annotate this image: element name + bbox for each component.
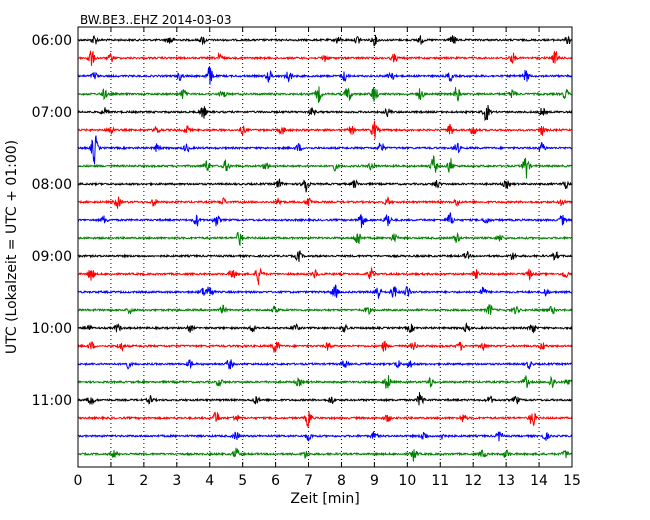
seismic-trace — [77, 212, 573, 229]
y-axis-label: UTC (Lokalzeit = UTC + 01:00) — [4, 140, 20, 354]
x-tick-label: 9 — [370, 473, 379, 489]
seismic-trace — [77, 392, 573, 406]
seismic-trace — [77, 135, 573, 165]
chart-title: BW.BE3..EHZ 2014-03-03 — [80, 13, 232, 27]
seismic-trace — [77, 105, 573, 122]
seismic-trace — [77, 66, 573, 85]
seismic-trace — [77, 447, 573, 462]
y-tick-label: 10:00 — [32, 321, 72, 337]
seismic-trace — [77, 86, 573, 103]
x-axis-label: Zeit [min] — [290, 491, 359, 507]
y-tick-label: 07:00 — [32, 105, 72, 121]
x-tick-label: 7 — [304, 473, 313, 489]
seismic-trace — [77, 250, 573, 262]
seismic-trace — [77, 359, 573, 370]
vertical-grid — [110, 27, 540, 467]
x-tick-label: 10 — [398, 473, 416, 489]
seismic-trace — [77, 34, 573, 47]
seismic-trace — [77, 303, 573, 315]
y-axis: 06:00 07:00 08:00 09:00 10:00 11:00 — [32, 33, 572, 409]
seismic-trace — [77, 411, 573, 429]
x-tick-label: 8 — [337, 473, 346, 489]
y-tick-label: 09:00 — [32, 249, 72, 265]
x-tick-label: 14 — [530, 473, 548, 489]
x-tick-label: 12 — [464, 473, 482, 489]
seismic-trace — [77, 284, 573, 299]
x-tick-label: 1 — [106, 473, 115, 489]
seismic-trace — [77, 431, 573, 442]
seismic-trace — [77, 322, 573, 334]
trace-group — [77, 34, 573, 462]
seismic-trace — [77, 231, 573, 247]
x-tick-label: 13 — [497, 473, 515, 489]
seismic-trace — [77, 340, 573, 354]
seismic-trace — [77, 178, 573, 193]
seismic-trace — [77, 267, 573, 285]
plot-frame — [77, 26, 573, 468]
y-tick-label: 08:00 — [32, 177, 72, 193]
seismic-trace — [77, 120, 573, 139]
x-tick-label: 6 — [271, 473, 280, 489]
x-tick-label: 11 — [431, 473, 449, 489]
seismic-trace — [77, 50, 573, 66]
seismic-trace — [77, 195, 573, 209]
x-tick-label: 15 — [563, 473, 581, 489]
x-tick-label: 3 — [172, 473, 181, 489]
x-tick-label: 5 — [238, 473, 247, 489]
seismic-trace — [77, 375, 573, 389]
x-tick-label: 4 — [205, 473, 214, 489]
x-tick-label: 0 — [74, 473, 83, 489]
seismic-trace — [77, 155, 573, 179]
y-tick-label: 06:00 — [32, 33, 72, 49]
x-tick-label: 2 — [139, 473, 148, 489]
y-tick-label: 11:00 — [32, 393, 72, 409]
x-axis: 0 1 2 3 4 5 6 7 8 9 10 11 12 13 14 15 — [74, 27, 581, 489]
